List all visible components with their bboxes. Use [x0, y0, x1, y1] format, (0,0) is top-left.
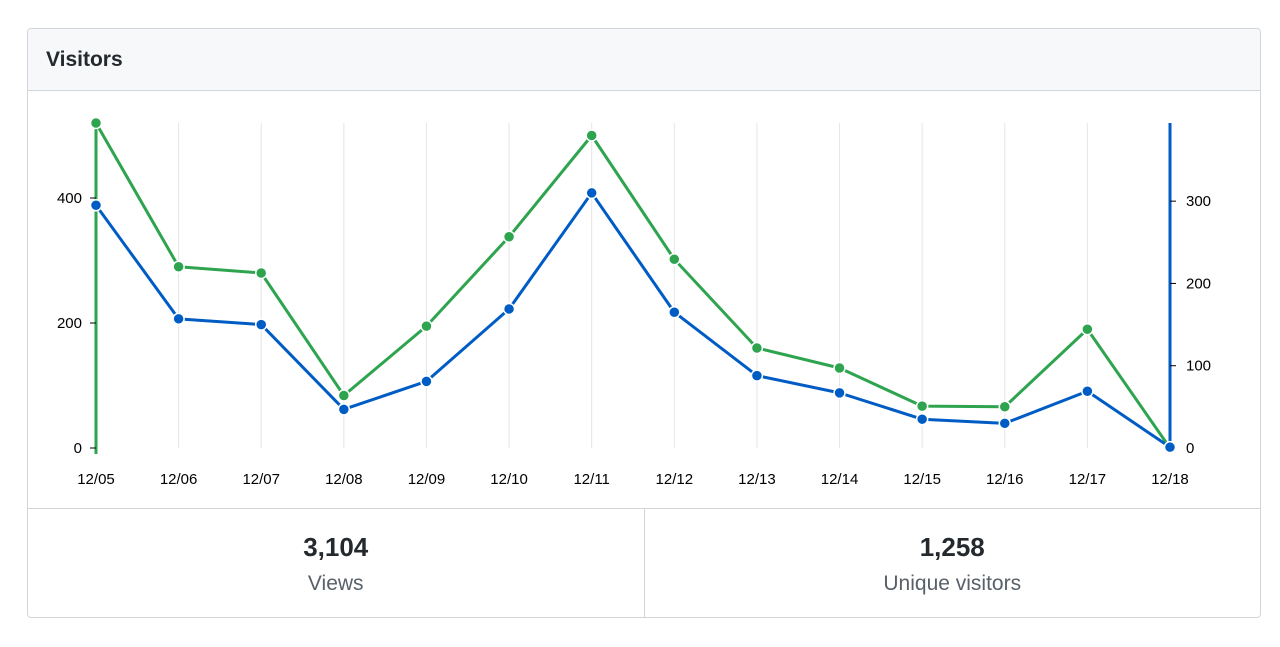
views-point	[172, 260, 185, 273]
views-line	[94, 122, 1172, 449]
unique-visitors-point	[1163, 440, 1177, 454]
x-tick-label: 12/18	[1151, 471, 1189, 488]
views-label: Views	[307, 571, 364, 595]
unique-visitors-count: 1,258	[919, 531, 985, 562]
y-left-tick-label: 400	[57, 190, 82, 207]
panel-header: Visitors	[28, 29, 1260, 91]
visitors-panel: Visitors 0 200 400 0 100 200 300 12/05 12/06 12/0…	[27, 28, 1261, 618]
unique-visitors-point	[502, 302, 516, 316]
views-point	[337, 389, 351, 402]
summary-row: 3,104 Views 1,258 Unique visitors	[28, 508, 1261, 617]
x-tick-label: 12/07	[242, 471, 280, 488]
x-tick-label: 12/08	[325, 471, 363, 488]
views-point	[833, 361, 846, 375]
unique-visitors-line	[94, 191, 1171, 449]
unique-visitors-point	[420, 375, 433, 388]
unique-visitors-point	[585, 186, 598, 200]
unique-visitors-point	[1081, 384, 1094, 398]
views-point	[254, 266, 268, 280]
unique-visitors-point	[172, 312, 185, 326]
unique-visitors-label: Unique visitors	[883, 571, 1022, 595]
y-right-tick-label: 0	[1186, 440, 1194, 457]
x-tick-label: 12/12	[656, 471, 694, 488]
y-right-tick-label: 300	[1186, 193, 1211, 210]
x-tick-label: 12/09	[408, 471, 446, 488]
visitors-chart: 0 200 400 0 100 200 300 12/05 12/06 12/07 12/08 12/…	[28, 91, 1260, 507]
views-point	[668, 253, 681, 266]
views-point	[915, 399, 929, 413]
chart-svg: 0 200 400 0 100 200 300 12/05 12/06 12/07 12/08 12/…	[57, 116, 1211, 488]
unique-visitors-point	[915, 412, 929, 426]
unique-visitors-point	[998, 417, 1012, 430]
unique-visitors-point	[337, 403, 351, 416]
unique-visitors-point	[833, 386, 846, 400]
unique-visitors-point	[254, 318, 268, 331]
x-tick-label: 12/10	[490, 471, 528, 488]
unique-visitors-point	[750, 369, 764, 382]
x-tick-label: 12/05	[77, 471, 115, 488]
views-point	[89, 116, 103, 130]
x-tick-label: 12/16	[986, 471, 1024, 488]
unique-visitors-point	[668, 305, 681, 319]
x-tick-label: 12/14	[821, 471, 859, 488]
x-tick-label: 12/11	[573, 471, 609, 488]
views-point	[420, 319, 433, 333]
y-left-tick-label: 200	[57, 315, 82, 332]
x-tick-label: 12/13	[738, 471, 776, 488]
y-right-tick-label: 200	[1186, 275, 1211, 292]
y-right-tick-label: 100	[1186, 358, 1211, 375]
panel-title: Visitors	[46, 47, 123, 71]
views-stat: 3,104 Views	[28, 509, 644, 617]
views-point	[502, 230, 516, 243]
y-left-tick-label: 0	[74, 440, 82, 457]
views-count: 3,104	[303, 531, 369, 562]
x-tick-label: 12/17	[1069, 471, 1107, 488]
unique-visitors-point	[89, 199, 103, 212]
unique-visitors-stat: 1,258 Unique visitors	[643, 509, 1261, 617]
x-tick-label: 12/15	[903, 471, 941, 488]
views-point	[1081, 323, 1094, 336]
views-point	[585, 129, 598, 142]
x-tick-label: 12/06	[160, 471, 198, 488]
views-point	[750, 341, 764, 355]
views-point	[998, 400, 1012, 413]
